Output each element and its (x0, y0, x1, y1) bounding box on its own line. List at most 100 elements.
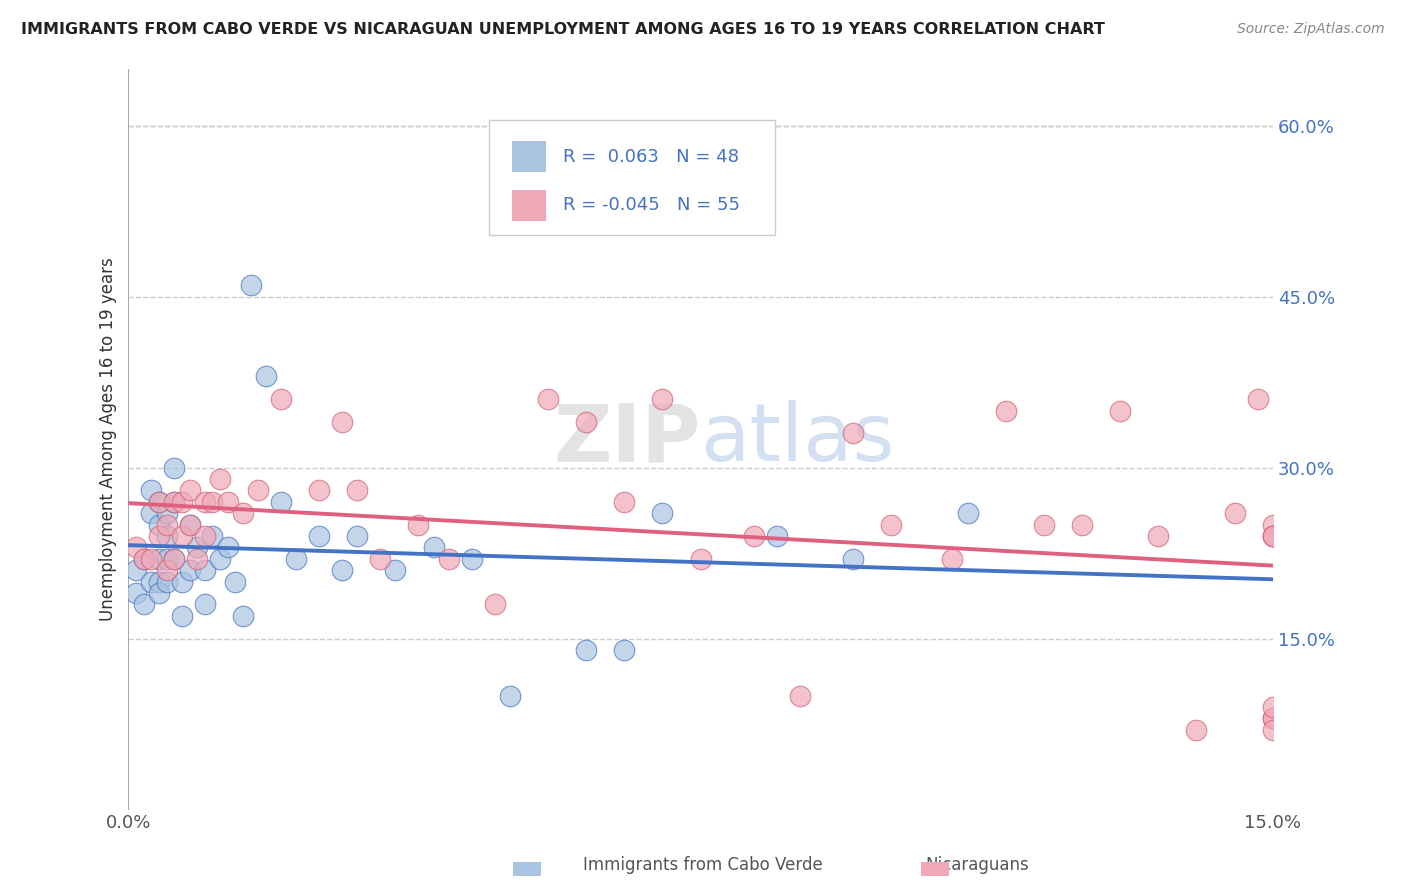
Text: IMMIGRANTS FROM CABO VERDE VS NICARAGUAN UNEMPLOYMENT AMONG AGES 16 TO 19 YEARS : IMMIGRANTS FROM CABO VERDE VS NICARAGUAN… (21, 22, 1105, 37)
Point (163, 460, 186, 475)
Point (125, 563, 148, 577)
Point (880, 517, 903, 532)
Point (1261, 723, 1284, 737)
Point (330, 415, 353, 429)
FancyBboxPatch shape (489, 120, 775, 235)
Point (201, 494, 224, 508)
FancyBboxPatch shape (512, 190, 546, 221)
Point (125, 586, 148, 600)
Point (232, 506, 254, 520)
Point (1147, 529, 1170, 543)
Point (170, 608, 193, 623)
Point (285, 551, 308, 566)
Text: Immigrants from Cabo Verde: Immigrants from Cabo Verde (583, 856, 823, 874)
Point (132, 551, 155, 566)
Point (163, 551, 186, 566)
Point (170, 529, 193, 543)
Point (1071, 517, 1094, 532)
Point (148, 529, 170, 543)
Point (201, 529, 224, 543)
Point (156, 529, 179, 543)
Point (742, 529, 765, 543)
Point (254, 369, 277, 384)
Point (461, 551, 484, 566)
Point (1261, 517, 1284, 532)
Point (613, 643, 636, 657)
Point (208, 472, 231, 486)
Point (384, 563, 406, 577)
Point (575, 643, 598, 657)
Point (148, 574, 170, 589)
Point (994, 403, 1017, 417)
Point (368, 551, 391, 566)
Point (270, 494, 292, 508)
Point (170, 494, 193, 508)
Point (537, 392, 560, 406)
Point (789, 689, 811, 703)
Point (499, 689, 522, 703)
Y-axis label: Unemployment Among Ages 16 to 19 years: Unemployment Among Ages 16 to 19 years (100, 257, 117, 621)
Point (208, 551, 231, 566)
Point (141, 483, 163, 498)
Text: Nicaraguans: Nicaraguans (925, 856, 1029, 874)
Point (1109, 403, 1132, 417)
Point (1261, 711, 1284, 725)
Point (224, 574, 246, 589)
Point (1261, 529, 1284, 543)
Point (308, 483, 330, 498)
Point (148, 551, 170, 566)
Point (132, 598, 155, 612)
Point (437, 551, 460, 566)
Point (346, 483, 368, 498)
Point (125, 541, 148, 555)
Text: atlas: atlas (700, 400, 896, 478)
Point (422, 541, 444, 555)
Point (132, 551, 155, 566)
Point (1185, 723, 1208, 737)
FancyBboxPatch shape (512, 141, 546, 172)
Point (232, 608, 254, 623)
Point (194, 494, 217, 508)
Point (170, 574, 193, 589)
Text: R =  0.063   N = 48: R = 0.063 N = 48 (564, 148, 740, 166)
Point (217, 541, 239, 555)
Point (194, 529, 217, 543)
Point (186, 551, 208, 566)
Point (239, 278, 262, 293)
Text: Source: ZipAtlas.com: Source: ZipAtlas.com (1237, 22, 1385, 37)
Point (575, 415, 598, 429)
Point (156, 563, 179, 577)
Point (346, 529, 368, 543)
Point (842, 551, 865, 566)
Point (408, 517, 430, 532)
Point (613, 494, 636, 508)
Point (141, 574, 163, 589)
Point (179, 517, 201, 532)
Point (156, 506, 179, 520)
Point (163, 551, 186, 566)
Point (148, 494, 170, 508)
Point (141, 551, 163, 566)
Point (1261, 700, 1284, 714)
Point (217, 494, 239, 508)
Point (766, 529, 789, 543)
Point (179, 563, 201, 577)
Point (179, 483, 201, 498)
Point (179, 517, 201, 532)
Point (141, 506, 163, 520)
Point (156, 517, 179, 532)
Point (194, 563, 217, 577)
Point (148, 586, 170, 600)
Point (163, 494, 186, 508)
Point (330, 563, 353, 577)
Point (156, 551, 179, 566)
Point (270, 392, 292, 406)
Point (651, 392, 673, 406)
Point (1223, 506, 1246, 520)
Point (156, 574, 179, 589)
Point (484, 598, 506, 612)
Point (148, 494, 170, 508)
Text: R = -0.045   N = 55: R = -0.045 N = 55 (564, 196, 741, 214)
Point (1261, 529, 1284, 543)
Point (308, 529, 330, 543)
